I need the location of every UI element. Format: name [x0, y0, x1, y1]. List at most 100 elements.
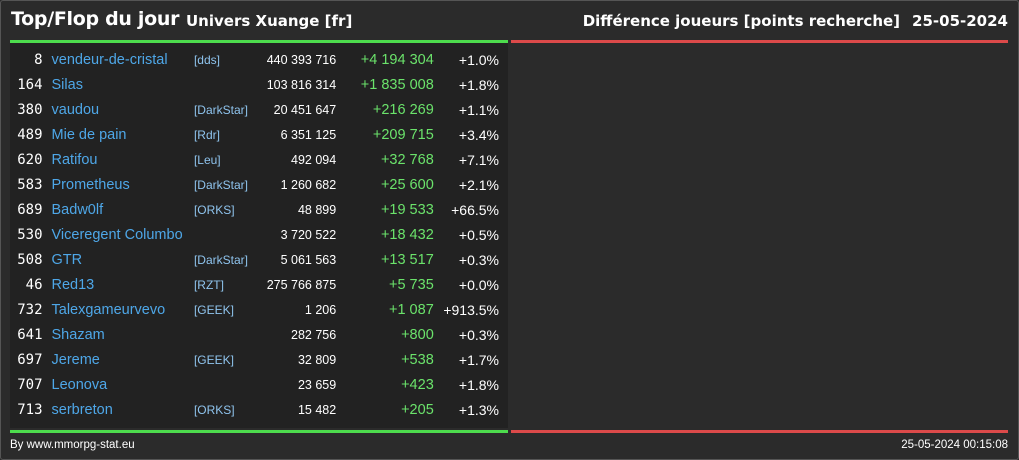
points-difference: +209 715: [372, 126, 434, 143]
alliance-tag-link[interactable]: [194, 322, 255, 347]
player-name-link[interactable]: GTR: [51, 251, 83, 268]
report-date: 25-05-2024: [912, 12, 1008, 30]
percent-change: +2.1%: [458, 176, 499, 193]
alliance-tag-link[interactable]: [GEEK]: [193, 302, 234, 317]
flop-divider-bottom: [511, 430, 1008, 433]
player-name-link[interactable]: Red13: [51, 276, 95, 293]
alliance-tag-link[interactable]: [Rdr]: [193, 127, 220, 142]
percent-change: +1.8%: [458, 76, 499, 93]
points-difference: +13 517: [380, 251, 434, 268]
page-title: Top/Flop du jour: [11, 8, 180, 30]
table-row: 530 Viceregent Columbo 3 720 522 +18 432 +0.…: [10, 222, 508, 247]
points-difference: +538: [401, 351, 434, 368]
table-row: 46 Red13 [RZT] 275 766 875 +5 735 +0.0%: [10, 272, 508, 297]
player-points: 1 260 682: [280, 177, 337, 192]
table-row: 697 Jereme [GEEK] 32 809 +538 +1.7%: [10, 347, 508, 372]
player-name-link[interactable]: vaudou: [51, 101, 100, 118]
player-rank: 689: [17, 201, 43, 218]
player-points: 32 809: [297, 352, 337, 367]
player-name-link[interactable]: Talexgameurvevo: [51, 301, 166, 318]
player-rank: 508: [17, 251, 43, 268]
percent-change: +1.0%: [458, 51, 499, 68]
alliance-tag-link[interactable]: [DarkStar]: [193, 252, 248, 267]
alliance-tag-link[interactable]: [RZT]: [193, 277, 224, 292]
points-difference: +423: [401, 376, 434, 393]
player-name-link[interactable]: Mie de pain: [51, 126, 127, 143]
alliance-tag-link[interactable]: [DarkStar]: [193, 102, 248, 117]
player-points: 20 451 647: [273, 102, 337, 117]
alliance-tag-link[interactable]: [194, 372, 255, 397]
alliance-tag-link[interactable]: [dds]: [193, 52, 220, 67]
points-difference: +1 087: [389, 301, 434, 318]
player-rank: 530: [17, 226, 43, 243]
universe-label: Univers Xuange [fr]: [186, 12, 353, 30]
player-points: 103 816 314: [266, 77, 337, 92]
player-name-link[interactable]: Jereme: [51, 351, 100, 368]
alliance-tag-link[interactable]: [DarkStar]: [193, 177, 248, 192]
alliance-tag-link[interactable]: [Leu]: [193, 152, 221, 167]
table-row: 732 Talexgameurvevo [GEEK] 1 206 +1 087 +913.…: [10, 297, 508, 322]
percent-change: +66.5%: [451, 201, 499, 218]
player-name-link[interactable]: Viceregent Columbo: [51, 226, 183, 243]
percent-change: +913.5%: [443, 301, 499, 318]
top-table: 8 vendeur-de-cristal [dds] 440 393 716 +4 19…: [10, 47, 508, 422]
table-row: 707 Leonova 23 659 +423 +1.8%: [10, 372, 508, 397]
table-row: 380 vaudou [DarkStar] 20 451 647 +216 269 +1.…: [10, 97, 508, 122]
credit-link[interactable]: By www.mmorpg-stat.eu: [10, 439, 135, 451]
player-points: 48 899: [297, 202, 337, 217]
percent-change: +1.7%: [458, 351, 499, 368]
header-metric-date: Différence joueurs [points recherche] 25-…: [583, 12, 1008, 30]
player-points: 23 659: [297, 377, 337, 392]
player-rank: 713: [17, 401, 43, 418]
top-panel: [10, 43, 508, 428]
player-rank: 164: [17, 76, 43, 93]
alliance-tag-link[interactable]: [ORKS]: [193, 402, 235, 417]
percent-change: +3.4%: [458, 126, 499, 143]
player-rank: 697: [17, 351, 43, 368]
player-name-link[interactable]: vendeur-de-cristal: [51, 51, 168, 68]
table-row: 689 Badw0lf [ORKS] 48 899 +19 533 +66.5%: [10, 197, 508, 222]
player-rank: 46: [25, 276, 43, 293]
alliance-tag-link[interactable]: [ORKS]: [193, 202, 235, 217]
player-points: 492 094: [291, 152, 337, 167]
alliance-tag-link[interactable]: [194, 222, 255, 247]
player-points: 275 766 875: [266, 277, 337, 292]
player-rank: 489: [17, 126, 43, 143]
player-rank: 707: [17, 376, 43, 393]
points-difference: +205: [401, 401, 434, 418]
player-points: 6 351 125: [280, 127, 337, 142]
flop-divider-top: [511, 40, 1008, 43]
player-name-link[interactable]: serbreton: [51, 401, 113, 418]
points-difference: +18 432: [380, 226, 434, 243]
alliance-tag-link[interactable]: [194, 72, 255, 97]
percent-change: +0.0%: [458, 276, 499, 293]
table-row: 620 Ratifou [Leu] 492 094 +32 768 +7.1%: [10, 147, 508, 172]
player-points: 5 061 563: [280, 252, 337, 267]
percent-change: +1.1%: [458, 101, 499, 118]
points-difference: +32 768: [380, 151, 434, 168]
table-row: 583 Prometheus [DarkStar] 1 260 682 +25 600 +…: [10, 172, 508, 197]
table-row: 641 Shazam 282 756 +800 +0.3%: [10, 322, 508, 347]
player-points: 15 482: [297, 402, 337, 417]
percent-change: +0.3%: [458, 251, 499, 268]
metric-label: Différence joueurs [points recherche]: [582, 12, 901, 30]
points-difference: +800: [401, 326, 434, 343]
player-name-link[interactable]: Shazam: [51, 326, 105, 343]
points-difference: +25 600: [380, 176, 434, 193]
percent-change: +7.1%: [458, 151, 499, 168]
player-name-link[interactable]: Badw0lf: [51, 201, 104, 218]
player-name-link[interactable]: Prometheus: [51, 176, 130, 193]
player-name-link[interactable]: Leonova: [51, 376, 108, 393]
timestamp: 25-05-2024 00:15:08: [901, 439, 1008, 451]
table-row: 164 Silas 103 816 314 +1 835 008 +1.8%: [10, 72, 508, 97]
player-rank: 641: [17, 326, 43, 343]
alliance-tag-link[interactable]: [GEEK]: [193, 352, 234, 367]
player-points: 3 720 522: [280, 227, 337, 242]
top-divider-top: [10, 40, 508, 43]
player-rank: 8: [34, 51, 43, 68]
points-difference: +1 835 008: [360, 76, 434, 93]
points-difference: +216 269: [372, 101, 434, 118]
player-name-link[interactable]: Ratifou: [51, 151, 98, 168]
player-name-link[interactable]: Silas: [51, 76, 83, 93]
percent-change: +1.8%: [458, 376, 499, 393]
